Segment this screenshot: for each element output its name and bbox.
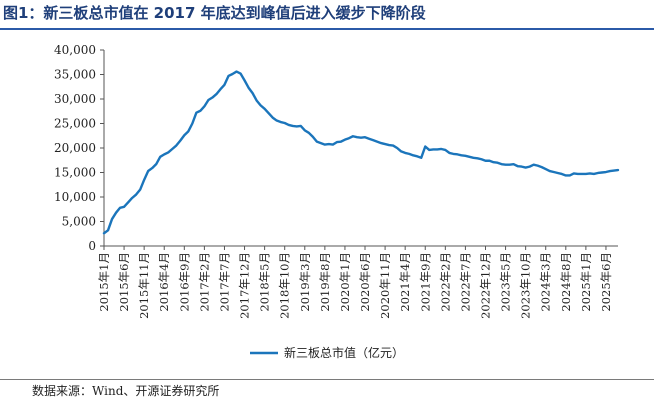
x-tick-label: 2024年8月 [559,252,573,312]
x-tick-label: 2025年1月 [579,252,593,312]
x-tick-label: 2020年6月 [358,252,372,312]
x-tick-label: 2015年6月 [117,252,131,312]
x-tick-label: 2016年9月 [177,252,191,312]
x-tick-label: 2017年12月 [238,252,252,319]
title-divider [0,28,654,30]
y-tick-label: 15,000 [54,166,96,180]
y-tick-label: 20,000 [54,141,96,155]
figure-title: 图1：新三板总市值在 2017 年底达到峰值后进入缓步下降阶段 [3,4,426,22]
x-tick-label: 2018年5月 [258,252,272,312]
x-tick-label: 2020年1月 [338,252,352,312]
x-tick-label: 2023年5月 [499,252,513,312]
source-note: 数据来源：Wind、开源证券研究所 [32,384,220,398]
x-tick-label: 2015年1月 [97,252,111,312]
x-axis: 2015年1月 2015年6月 2015年11月 2016年4月 2016年9月 2017… [97,245,618,319]
x-tick-label: 2022年7月 [458,252,472,312]
x-tick-label: 2017年2月 [197,252,211,312]
legend: 新三板总市值（亿元） [250,345,404,360]
y-tick-label: 30,000 [54,92,96,106]
x-tick-label: 2016年4月 [157,252,171,312]
y-axis: 0 5,000 10,000 15,000 20,000 25,000 30,000 35,0… [54,43,105,253]
x-tick-label: 2022年12月 [478,252,492,319]
x-tick-label: 2017年7月 [217,252,231,312]
y-tick-label: 40,000 [54,43,96,57]
x-tick-label: 2021年9月 [418,252,432,312]
x-tick-label: 2020年11月 [378,252,392,319]
source-divider [0,379,654,380]
y-tick-label: 25,000 [54,117,96,131]
legend-label: 新三板总市值（亿元） [284,345,404,360]
x-tick-label: 2025年6月 [599,252,613,312]
y-tick-label: 0 [88,239,96,253]
series-line [102,70,620,235]
x-tick-label: 2019年3月 [298,252,312,312]
x-tick-label: 2021年4月 [398,252,412,312]
x-tick-label: 2023年10月 [519,252,533,319]
y-tick-label: 10,000 [54,190,96,204]
line-chart: 0 5,000 10,000 15,000 20,000 25,000 30,000 35,0… [54,43,620,360]
x-tick-label: 2024年3月 [539,252,553,312]
x-tick-label: 2019年8月 [318,252,332,312]
plot-area [102,70,620,235]
x-tick-label: 2015年11月 [137,252,151,319]
y-tick-label: 5,000 [62,215,96,229]
y-tick-label: 35,000 [54,68,96,82]
x-tick-label: 2022年2月 [438,252,452,312]
x-tick-label: 2018年10月 [278,252,292,319]
